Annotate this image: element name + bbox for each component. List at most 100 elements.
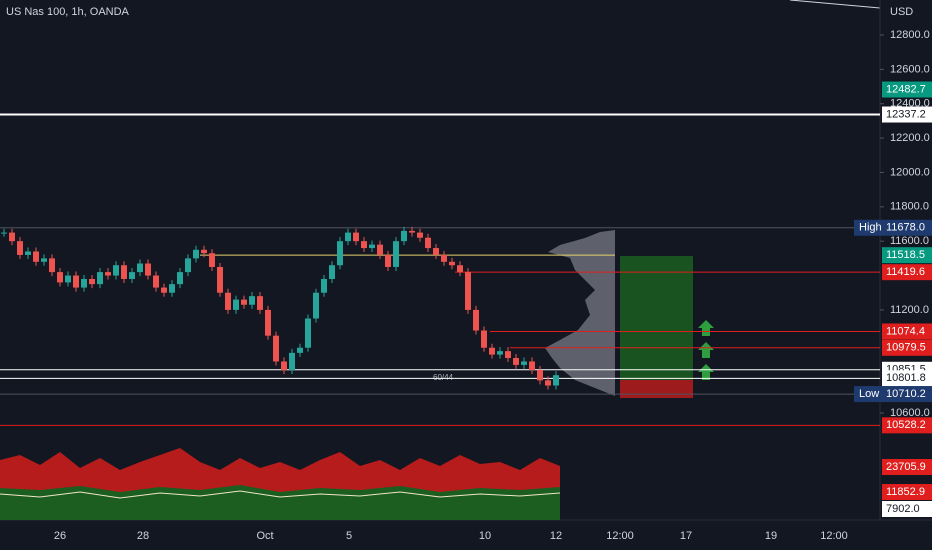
candle-body xyxy=(409,230,415,233)
symbol-title: US Nas 100, 1h, OANDA xyxy=(6,6,130,18)
candle-body xyxy=(385,254,391,267)
candle-body xyxy=(113,265,119,276)
y-tick-label: 12000.0 xyxy=(890,166,930,178)
price-tag-name xyxy=(854,219,882,236)
arrows xyxy=(698,320,714,380)
y-tick-label: 12800.0 xyxy=(890,29,930,41)
candle-body xyxy=(97,272,103,285)
candle-body xyxy=(201,249,207,254)
candle-body xyxy=(473,309,479,331)
candle-body xyxy=(169,284,175,293)
candle-body xyxy=(329,265,335,279)
volume-tag xyxy=(882,459,932,475)
y-tick-label: 11800.0 xyxy=(890,201,929,213)
x-tick-label: 5 xyxy=(346,530,352,542)
candle-body xyxy=(497,351,503,355)
price-tag xyxy=(882,339,932,356)
price-tag-name-label: Low xyxy=(859,388,879,400)
candle-body xyxy=(441,254,447,262)
candle-body xyxy=(73,275,79,288)
volume-tag-label: 11852.9 xyxy=(886,486,925,498)
x-tick-label: 12:00 xyxy=(606,530,634,542)
volume-tag-label: 23705.9 xyxy=(886,461,926,473)
x-tick-label: 12 xyxy=(550,530,562,542)
candle-body xyxy=(153,275,159,288)
candle-body xyxy=(393,241,399,267)
x-tick-label: 12:00 xyxy=(820,530,848,542)
price-tag-name-label: High xyxy=(859,222,882,234)
candle-body xyxy=(417,232,423,238)
candle-body xyxy=(521,361,527,365)
price-tag-label: 10979.5 xyxy=(886,342,926,354)
candle-body xyxy=(361,241,367,249)
candle-body xyxy=(265,309,271,336)
candle-body xyxy=(33,251,39,262)
volume-profile xyxy=(545,230,615,396)
price-tag xyxy=(882,323,932,340)
candle-body xyxy=(465,272,471,310)
candle-body xyxy=(369,244,375,249)
price-tag xyxy=(882,247,932,264)
candle-body xyxy=(337,241,343,266)
volume-tag xyxy=(882,484,932,500)
price-tag xyxy=(882,417,932,434)
price-tag-label: 12482.7 xyxy=(886,83,926,95)
candle-body xyxy=(1,232,7,234)
candle-body xyxy=(297,347,303,353)
candle-body xyxy=(553,375,559,386)
candle-body xyxy=(505,351,511,359)
candle-body xyxy=(457,265,463,273)
candle-body xyxy=(145,263,151,276)
price-tag-label: 10528.2 xyxy=(886,419,926,431)
candle-body xyxy=(529,361,535,371)
candle-body xyxy=(513,358,519,365)
candle-body xyxy=(313,292,319,319)
price-tag-label: 11074.4 xyxy=(886,325,925,337)
price-tag-label: 10801.8 xyxy=(886,372,926,384)
price-tag-label: 11518.5 xyxy=(886,249,925,261)
price-tag xyxy=(882,106,932,123)
price-tag xyxy=(882,219,932,236)
target-zone xyxy=(620,256,693,380)
candle-body xyxy=(129,272,135,279)
candle-body xyxy=(545,380,551,386)
price-tag-label: 12337.2 xyxy=(886,108,926,120)
candle-body xyxy=(137,263,143,273)
candle-body xyxy=(233,299,239,310)
candle-body xyxy=(241,299,247,305)
candle-body xyxy=(249,296,255,305)
price-tag xyxy=(882,81,932,98)
x-tick-label: 17 xyxy=(680,530,692,542)
price-tag xyxy=(882,370,932,387)
candle-body xyxy=(489,347,495,355)
candle-body xyxy=(217,266,223,293)
candle-body xyxy=(377,244,383,255)
candle-body xyxy=(353,232,359,242)
candle-body xyxy=(105,272,111,276)
volume-average xyxy=(0,490,561,499)
y-tick-label: 12600.0 xyxy=(890,63,930,75)
candle-body xyxy=(65,275,71,283)
candle-body xyxy=(305,318,311,348)
price-tag xyxy=(882,264,932,281)
x-tick-label: 28 xyxy=(137,530,149,542)
candle-body xyxy=(321,278,327,293)
candle-body xyxy=(57,272,63,283)
candle-body xyxy=(17,241,23,255)
candle-body xyxy=(89,278,95,285)
x-tick-label: 26 xyxy=(54,530,66,542)
x-tick-label: Oct xyxy=(256,530,273,542)
volume-area-low xyxy=(0,485,560,520)
candle-body xyxy=(225,292,231,310)
candle-body xyxy=(121,265,127,279)
candle-body xyxy=(537,370,543,381)
price-tag xyxy=(882,386,932,403)
currency-label: USD xyxy=(890,6,913,18)
y-tick-label: 12200.0 xyxy=(890,132,930,144)
candle-body xyxy=(273,335,279,362)
candle-body xyxy=(257,296,263,310)
candle-body xyxy=(49,258,55,273)
volume-tag-label: 7902.0 xyxy=(886,503,920,515)
price-tag-name xyxy=(854,386,882,403)
